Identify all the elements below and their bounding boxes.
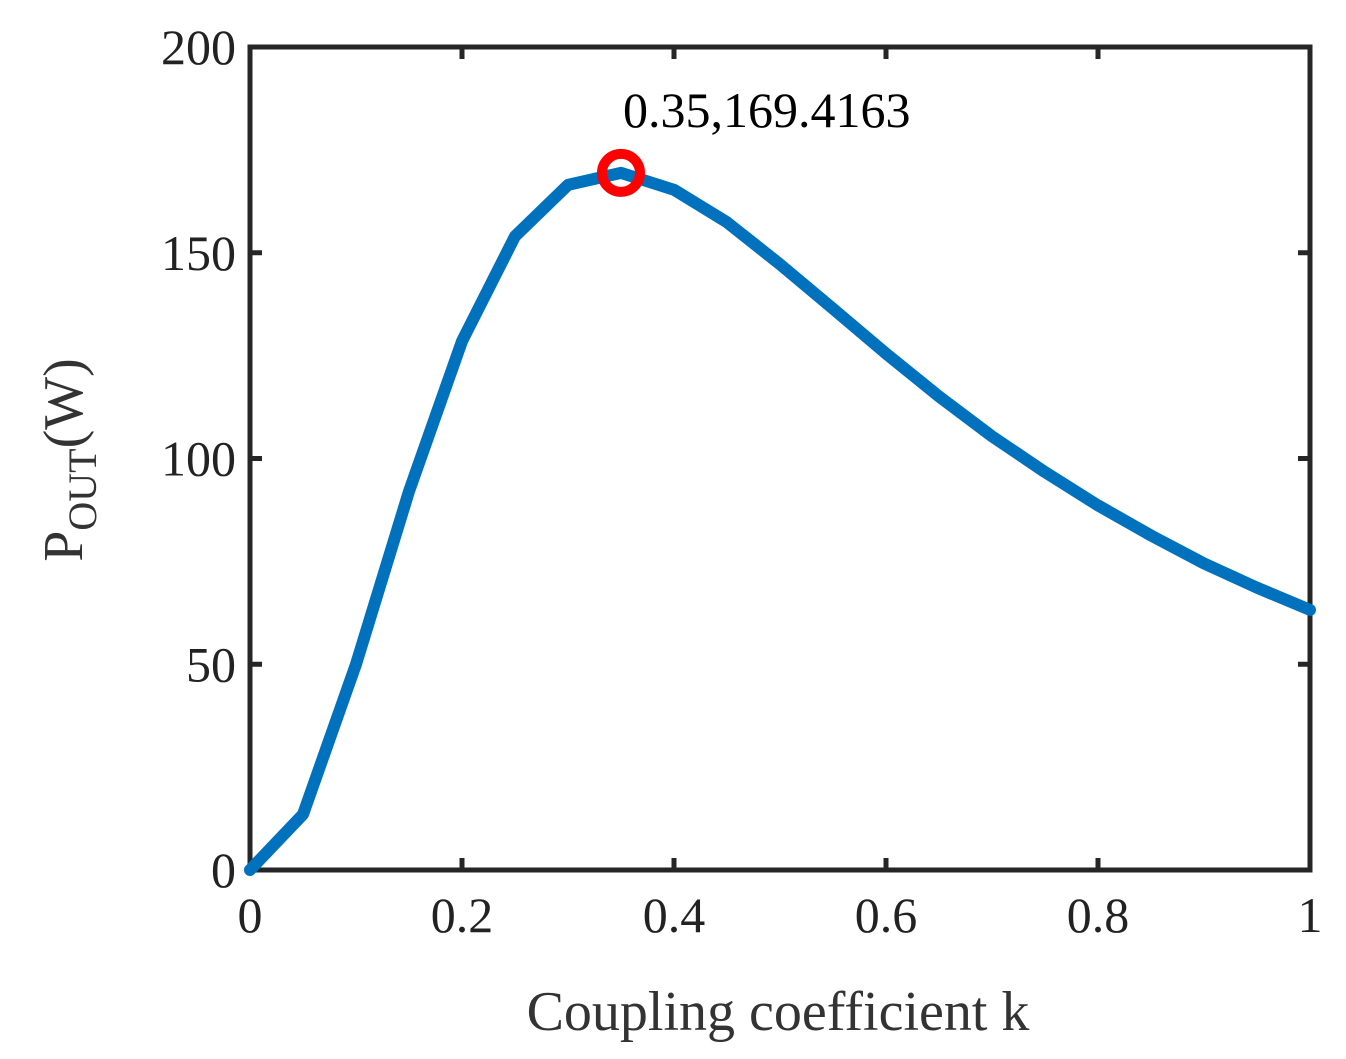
x-axis-label: Coupling coefficient k [527, 981, 1030, 1043]
x-tick-label: 0.8 [1067, 887, 1130, 943]
y-tick-label: 100 [161, 431, 236, 487]
y-tick-label: 0 [211, 842, 236, 898]
axes-frame [247, 44, 1313, 873]
y-axis-label: POUT(W) [33, 358, 105, 562]
series-line [244, 166, 1316, 876]
x-tick-label: 0.4 [643, 887, 706, 943]
x-tick-label: 0.2 [431, 887, 494, 943]
y-axis-label-unit: (W) [33, 358, 95, 448]
peak-marker [597, 148, 645, 197]
plot-area: 0 0.2 0.4 0.6 0.8 1 0 50 100 150 200 0.35,169.4163 [161, 19, 1323, 943]
y-axis-label-main: P [33, 531, 95, 562]
peak-annotation-label: 0.35,169.4163 [623, 82, 911, 138]
x-tick-label: 1 [1298, 887, 1323, 943]
y-axis-label-subscript: OUT [60, 448, 105, 530]
y-axis-label-text: POUT(W) [33, 358, 105, 562]
y-tick-label: 50 [186, 636, 236, 692]
x-tick-label: 0.6 [855, 887, 918, 943]
y-tick-label: 150 [161, 225, 236, 281]
y-tick-label: 200 [161, 19, 236, 75]
x-tick-label: 0 [238, 887, 263, 943]
